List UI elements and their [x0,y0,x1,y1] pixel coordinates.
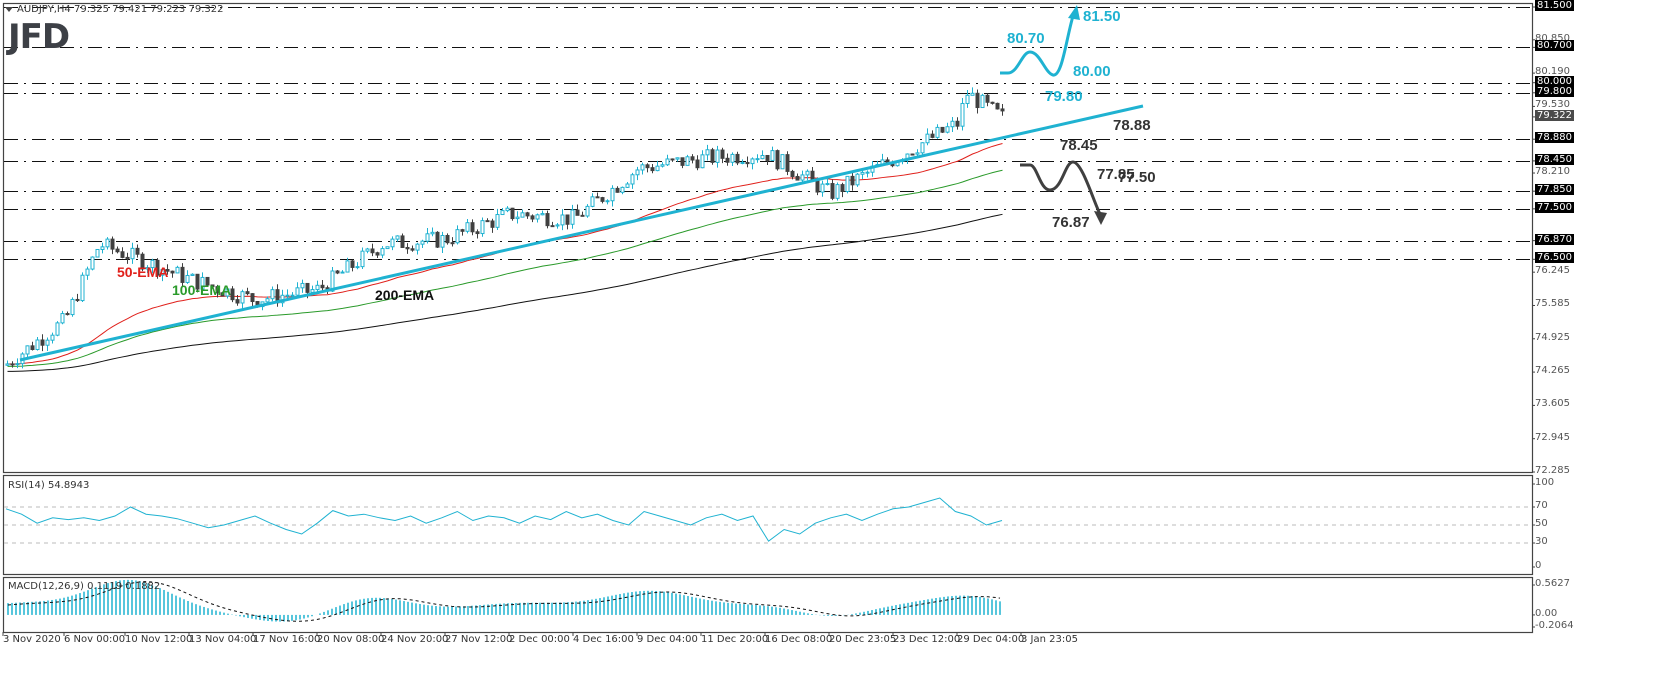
ema-label: 50-EMA [117,264,169,280]
price-tick: 73.605 [1535,398,1570,410]
rsi-tick: 50 [1535,518,1548,529]
time-label: 27 Nov 12:00 [445,634,513,645]
rsi-title: RSI(14) 54.8943 [8,480,90,491]
rsi-tick: 100 [1535,477,1555,488]
macd-tick: 0.5627 [1535,578,1570,589]
axis-ticks [2,6,1535,636]
level-price-box: 78.450 [1535,153,1574,165]
price-tick: 79.530 [1535,99,1570,111]
time-label: 6 Nov 00:00 [64,634,126,645]
bearish-target-label: 77.50 [1118,169,1156,186]
time-label: 17 Nov 16:00 [253,634,321,645]
dropdown-triangle-icon[interactable] [5,6,13,12]
time-label: 24 Nov 20:00 [381,634,449,645]
time-label: 13 Nov 04:00 [189,634,257,645]
bearish-target-label: 76.87 [1052,214,1090,231]
level-price-box: 81.500 [1535,0,1574,11]
level-price-box: 80.000 [1535,75,1574,87]
jfd-logo: JFD [8,17,70,57]
time-label: 9 Dec 04:00 [637,634,698,645]
bullish-target-label: 79.80 [1045,88,1083,105]
level-price-box: 78.880 [1535,132,1574,144]
time-label: 4 Dec 16:00 [573,634,634,645]
rsi-tick: 70 [1535,500,1548,511]
macd-title: MACD(12,26,9) 0.1119 0.1882 [8,581,161,592]
price-tick: 72.945 [1535,431,1570,443]
bearish-target-label: 77.85 [1097,166,1135,183]
time-label: 3 Jan 23:05 [1021,634,1078,645]
macd-tick: 0.00 [1535,607,1558,619]
price-tick: 74.925 [1535,331,1570,343]
level-price-box: 77.500 [1535,201,1574,213]
level-price-box: 79.800 [1535,85,1574,97]
price-tick: 72.285 [1535,465,1570,476]
price-tick: 80.850 [1535,32,1570,44]
ema-label: 200-EMA [375,287,435,303]
time-label: 20 Dec 23:05 [829,634,897,645]
rsi-guides [4,506,1532,544]
price-tick: 75.585 [1535,298,1570,310]
price-tick: 76.245 [1535,265,1570,277]
time-label: 16 Dec 08:00 [765,634,833,645]
price-tick: 80.190 [1535,66,1570,78]
horizontal-levels [4,7,1532,260]
scenario-arrows [1000,5,1107,225]
macd-histogram [7,579,1001,622]
rsi-tick: 30 [1535,536,1548,547]
bearish-target-label: 78.88 [1113,117,1151,134]
symbol-title: AUDJPY,H4 79.325 79.421 79.223 79.322 [5,4,223,15]
bullish-target-label: 80.00 [1073,63,1111,80]
time-label: 3 Nov 2020 [3,634,61,645]
ema-label: 100-EMA [172,282,232,298]
time-label: 11 Dec 20:00 [701,634,769,645]
time-label: 20 Nov 08:00 [317,634,385,645]
time-label: 2 Dec 00:00 [509,634,570,645]
time-label: 10 Nov 12:00 [125,634,193,645]
level-price-box: 76.870 [1535,233,1574,245]
level-price-box: 77.850 [1535,184,1574,196]
bearish-target-label: 78.45 [1060,137,1098,154]
level-price-box: 80.700 [1535,40,1574,52]
price-tick: 74.265 [1535,365,1570,377]
symbol-ohlc: AUDJPY,H4 79.325 79.421 79.223 79.322 [17,4,224,15]
level-price-box: 76.500 [1535,252,1574,264]
current-price-box: 79.322 [1535,109,1574,121]
bullish-target-label: 81.50 [1083,8,1121,25]
macd-tick: -0.2064 [1535,620,1574,631]
time-label: 29 Dec 04:00 [957,634,1025,645]
bullish-target-label: 80.70 [1007,30,1045,47]
price-tick: 78.210 [1535,166,1570,178]
trendline [19,104,1144,362]
rsi-line [5,497,1003,542]
candles [5,87,1005,369]
time-label: 23 Dec 12:00 [893,634,961,645]
rsi-tick: 0 [1535,560,1542,571]
